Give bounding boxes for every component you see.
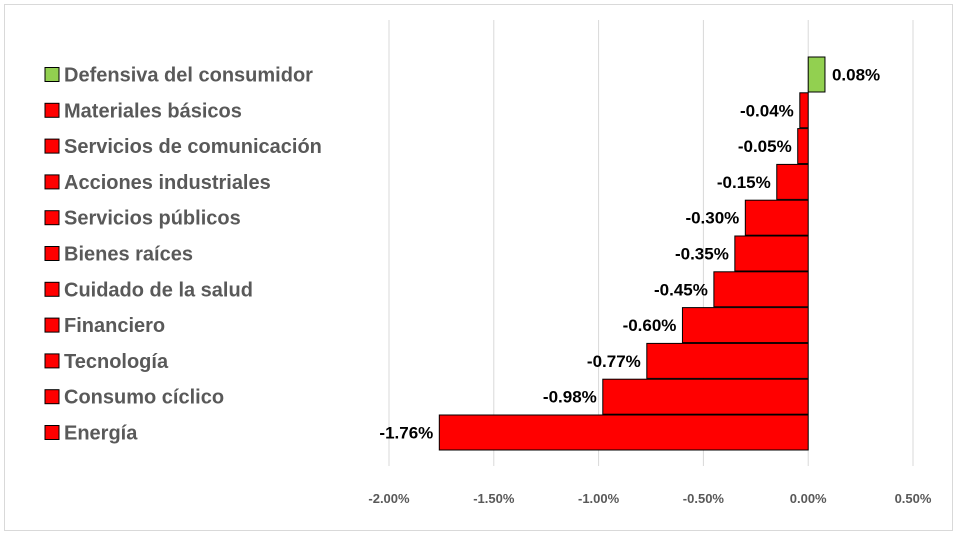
legend-swatch [44,425,60,440]
bar [807,56,826,93]
legend-swatch [44,389,60,405]
x-tick-label: 0.00% [790,491,827,506]
x-tick-label: -1.00% [578,491,620,506]
legend-label: Materiales básicos [64,100,242,122]
legend-swatch [44,102,60,118]
legend-label: Defensiva del consumidor [64,65,313,87]
bar [681,307,809,344]
data-label: -0.77% [587,352,641,371]
bar [713,271,809,308]
legend-swatch [44,67,60,82]
data-label: -0.45% [654,280,708,299]
data-label: -0.98% [543,388,597,407]
legend-label: Tecnología [64,351,169,373]
data-label: -0.04% [740,101,794,120]
bar [734,235,809,272]
legend-swatch [44,174,60,190]
legend-label: Servicios de comunicación [64,136,322,158]
bars [438,56,826,451]
bar [646,342,809,379]
legend-label: Servicios públicos [64,208,241,230]
bar [776,163,809,200]
data-label: -0.05% [738,137,792,156]
legend-swatch [44,246,60,261]
data-label: -1.76% [379,424,433,443]
legend-swatch [44,317,60,333]
legend-label: Energía [64,423,138,445]
bar [799,92,809,129]
data-label: 0.08% [832,66,880,85]
data-label: -0.30% [685,209,739,228]
bar [797,128,809,165]
legend-label: Acciones industriales [64,172,271,194]
legend-label: Consumo cíclico [64,387,224,409]
legend-label: Financiero [64,315,165,337]
value-labels: 0.08% -0.04% -0.05% -0.15% -0.30% -0.35% -0.45… [379,66,880,443]
data-label: -0.35% [675,245,729,264]
legend-label: Cuidado de la salud [64,279,253,301]
legend-swatch [44,281,60,297]
legend-swatch [44,138,60,154]
bar [438,414,809,451]
x-tick-label: -1.50% [473,491,515,506]
x-axis-ticks: -2.00% -1.50% -1.00% -0.50% 0.00% 0.50% [368,491,931,506]
x-tick-label: -0.50% [683,491,725,506]
bar [602,378,809,415]
x-tick-label: -2.00% [368,491,410,506]
data-label: -0.60% [623,316,677,335]
bar [744,199,809,236]
legend-swatch [44,353,60,369]
legend-label: Bienes raíces [64,244,193,266]
x-tick-label: 0.50% [895,491,932,506]
legend: Defensiva del consumidor Materiales básic… [44,65,322,445]
data-label: -0.15% [717,173,771,192]
legend-swatch [44,210,60,226]
